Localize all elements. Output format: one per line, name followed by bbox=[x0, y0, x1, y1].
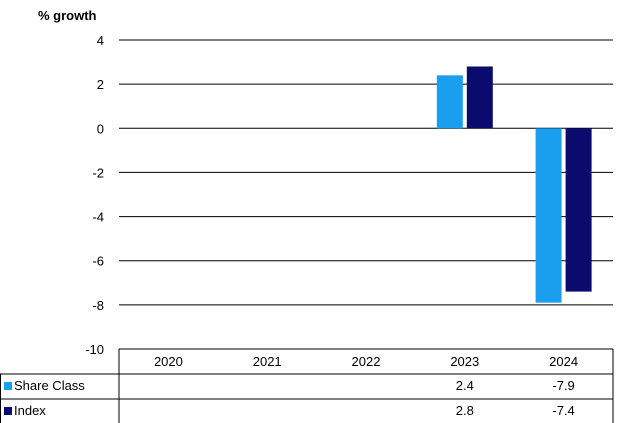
category-label: 2022 bbox=[352, 354, 381, 369]
data-value-label: -7.4 bbox=[552, 403, 574, 418]
y-tick-label: 4 bbox=[97, 33, 104, 48]
y-tick-label: -4 bbox=[92, 210, 104, 225]
y-tick-label: -8 bbox=[92, 298, 104, 313]
bar bbox=[466, 66, 493, 129]
y-tick-label: -6 bbox=[92, 254, 104, 269]
y-tick-label: 2 bbox=[97, 77, 104, 92]
bar bbox=[535, 128, 562, 303]
legend-label: Index bbox=[14, 403, 46, 418]
y-tick-label: -10 bbox=[85, 342, 104, 357]
legend-label: Share Class bbox=[14, 378, 85, 393]
gridlines bbox=[119, 39, 613, 306]
data-table: 2020 2021 2022 2023 2024 Share Class 2.4 -7.9 In… bbox=[0, 348, 614, 423]
category-label: 2021 bbox=[253, 354, 282, 369]
category-label: 2020 bbox=[154, 354, 183, 369]
y-axis-label: % growth bbox=[38, 8, 97, 23]
category-label: 2023 bbox=[450, 354, 479, 369]
data-value-label: 2.4 bbox=[456, 378, 474, 393]
y-tick-label: 0 bbox=[97, 121, 104, 136]
data-value-label: -7.9 bbox=[552, 378, 574, 393]
legend-swatch bbox=[4, 382, 12, 390]
bar bbox=[436, 75, 463, 129]
bars bbox=[436, 66, 592, 303]
legend-swatch bbox=[4, 407, 12, 415]
category-label: 2024 bbox=[549, 354, 578, 369]
bar bbox=[565, 128, 592, 292]
y-tick-labels: 4 2 0 -2 -4 -6 -8 -10 bbox=[85, 33, 104, 357]
data-value-label: 2.8 bbox=[456, 403, 474, 418]
y-tick-label: -2 bbox=[92, 165, 104, 180]
